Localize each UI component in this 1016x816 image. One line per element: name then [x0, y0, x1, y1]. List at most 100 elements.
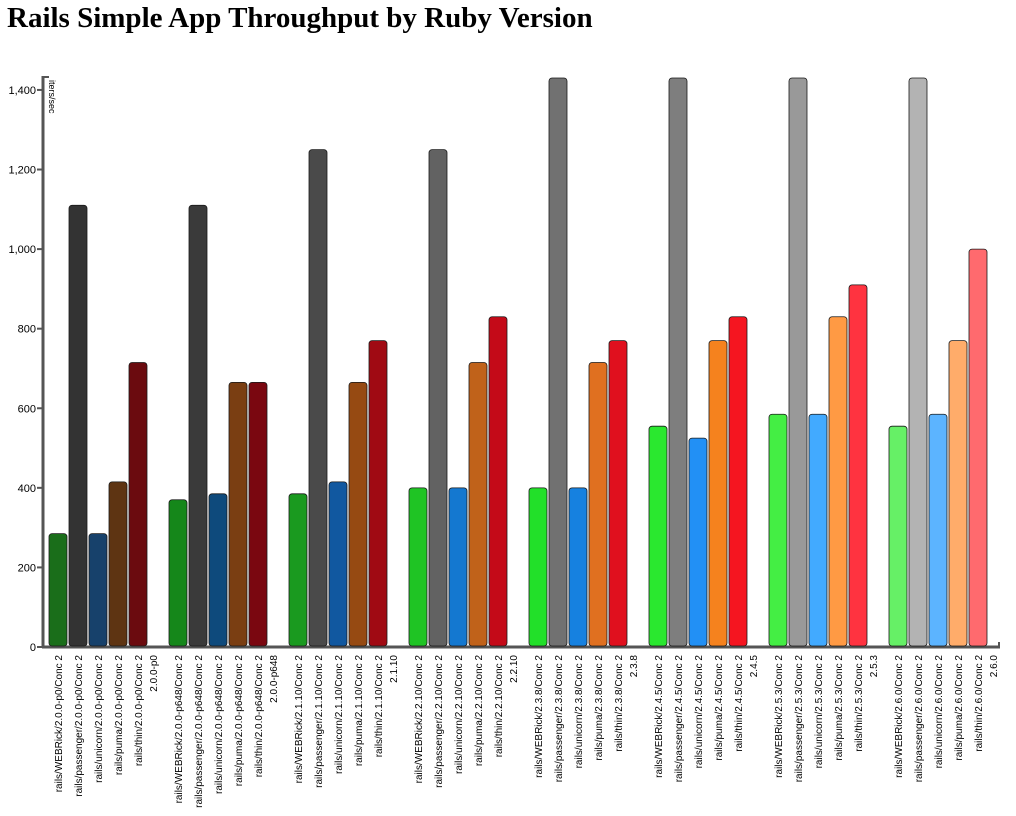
bar — [948, 340, 968, 647]
bar — [428, 149, 448, 647]
bar — [548, 77, 568, 647]
bar — [468, 362, 488, 647]
x-tick-label: rails/unicorn/2.3.8/Conc 2 — [574, 655, 585, 769]
bar — [808, 413, 828, 647]
bar — [788, 77, 808, 647]
x-tick-label: rails/passenger/2.0.0-p0/Conc 2 — [74, 655, 85, 797]
x-tick-label: rails/unicorn/2.0.0-p0/Conc 2 — [94, 655, 105, 783]
y-tick-label: 600 — [18, 403, 36, 415]
x-tick-label: rails/puma/2.0.0-p0/Conc 2 — [114, 655, 125, 776]
bar — [908, 77, 928, 647]
x-tick-label: rails/thin/2.0.0-p648/Conc 2 — [254, 655, 265, 778]
bar — [48, 533, 68, 647]
bar — [848, 284, 868, 647]
bar — [108, 481, 128, 647]
group-label: 2.2.10 — [509, 655, 520, 683]
group-label: 2.0.0-p0 — [149, 655, 160, 692]
x-tick-label: rails/puma/2.0.0-p648/Conc 2 — [234, 655, 245, 787]
x-tick-label: rails/puma/2.4.5/Conc 2 — [714, 655, 725, 761]
bar — [488, 316, 508, 647]
bar — [168, 499, 188, 647]
x-tick-label: rails/thin/2.3.8/Conc 2 — [614, 655, 625, 752]
bar — [248, 381, 268, 647]
x-tick-label: rails/thin/2.5.3/Conc 2 — [854, 655, 865, 752]
x-tick-label: rails/unicorn/2.5.3/Conc 2 — [814, 655, 825, 769]
y-tick-label: 400 — [18, 483, 36, 495]
bar — [128, 362, 148, 647]
bar — [668, 77, 688, 647]
bar — [588, 362, 608, 647]
x-tick-label: rails/puma/2.3.8/Conc 2 — [594, 655, 605, 761]
x-tick-label: rails/unicorn/2.6.0/Conc 2 — [934, 655, 945, 769]
x-tick-label: rails/thin/2.6.0/Conc 2 — [974, 655, 985, 752]
bar — [188, 204, 208, 647]
bar — [368, 340, 388, 647]
x-tick-label: rails/unicorn/2.2.10/Conc 2 — [454, 655, 465, 774]
x-tick-label: rails/puma/2.1.10/Conc 2 — [354, 655, 365, 767]
y-axis: 0 200 400 600 800 1,000 1,200 1,400 iters/sec — [8, 76, 57, 654]
x-axis — [42, 642, 1000, 649]
bar — [228, 381, 248, 647]
y-tick-label: 200 — [18, 562, 36, 574]
bar — [308, 149, 328, 647]
bar — [928, 413, 948, 647]
bars — [48, 77, 988, 647]
x-tick-label: rails/passenger/2.0.0-p648/Conc 2 — [194, 655, 205, 808]
group-label: 2.6.0 — [989, 655, 1000, 678]
x-tick-label: rails/thin/2.0.0-p0/Conc 2 — [134, 655, 145, 767]
bar — [768, 413, 788, 647]
bar — [328, 481, 348, 647]
bar — [288, 493, 308, 647]
x-tick-label: rails/WEBRick/2.3.8/Conc 2 — [534, 655, 545, 778]
group-label: 2.0.0-p648 — [269, 655, 280, 703]
y-tick-label: 0 — [30, 642, 36, 654]
y-tick-label: 1,000 — [8, 244, 36, 256]
y-tick-label: 1,400 — [8, 85, 36, 97]
x-tick-label: rails/unicorn/2.0.0-p648/Conc 2 — [214, 655, 225, 794]
x-tick-label: rails/puma/2.2.10/Conc 2 — [474, 655, 485, 767]
bar — [728, 316, 748, 647]
bar — [708, 340, 728, 647]
bar — [348, 381, 368, 647]
x-tick-label: rails/WEBRick/2.5.3/Conc 2 — [774, 655, 785, 778]
y-tick-label: 800 — [18, 324, 36, 336]
x-tick-label: rails/passenger/2.6.0/Conc 2 — [914, 655, 925, 783]
bar — [828, 316, 848, 647]
group-label: 2.5.3 — [869, 655, 880, 678]
bar — [688, 437, 708, 647]
chart-title: Rails Simple App Throughput by Ruby Vers… — [7, 2, 593, 34]
bar — [608, 340, 628, 647]
x-tick-label: rails/puma/2.5.3/Conc 2 — [834, 655, 845, 761]
bar — [408, 487, 428, 647]
x-tick-label: rails/WEBRick/2.4.5/Conc 2 — [654, 655, 665, 778]
bar — [528, 487, 548, 647]
bar — [648, 425, 668, 647]
x-tick-label: rails/thin/2.4.5/Conc 2 — [734, 655, 745, 752]
x-tick-label: rails/WEBRick/2.1.10/Conc 2 — [294, 655, 305, 784]
bar — [448, 487, 468, 647]
x-tick-label: rails/unicorn/2.4.5/Conc 2 — [694, 655, 705, 769]
x-tick-label: rails/puma/2.6.0/Conc 2 — [954, 655, 965, 761]
x-tick-label: rails/WEBRick/2.6.0/Conc 2 — [894, 655, 905, 778]
x-tick-label: rails/WEBRick/2.2.10/Conc 2 — [414, 655, 425, 784]
x-tick-label: rails/WEBRick/2.0.0-p648/Conc 2 — [174, 655, 185, 804]
x-tick-label: rails/passenger/2.4.5/Conc 2 — [674, 655, 685, 783]
x-tick-label: rails/passenger/2.3.8/Conc 2 — [554, 655, 565, 783]
group-label: 2.4.5 — [749, 655, 760, 678]
x-tick-label: rails/passenger/2.1.10/Conc 2 — [314, 655, 325, 788]
x-tick-label: rails/passenger/2.5.3/Conc 2 — [794, 655, 805, 783]
group-label: 2.1.10 — [389, 655, 400, 683]
y-axis-label: iters/sec — [47, 80, 57, 114]
y-tick-label: 1,200 — [8, 165, 36, 177]
x-tick-label: rails/thin/2.1.10/Conc 2 — [374, 655, 385, 758]
bar — [68, 204, 88, 647]
x-tick-label: rails/WEBRick/2.0.0-p0/Conc 2 — [54, 655, 65, 793]
group-label: 2.3.8 — [629, 655, 640, 678]
bar — [208, 493, 228, 647]
x-tick-label: rails/unicorn/2.1.10/Conc 2 — [334, 655, 345, 774]
bar — [888, 425, 908, 647]
category-labels: rails/WEBRick/2.0.0-p0/Conc 2 rails/passe… — [54, 655, 1000, 808]
bar — [968, 248, 988, 647]
bar — [568, 487, 588, 647]
